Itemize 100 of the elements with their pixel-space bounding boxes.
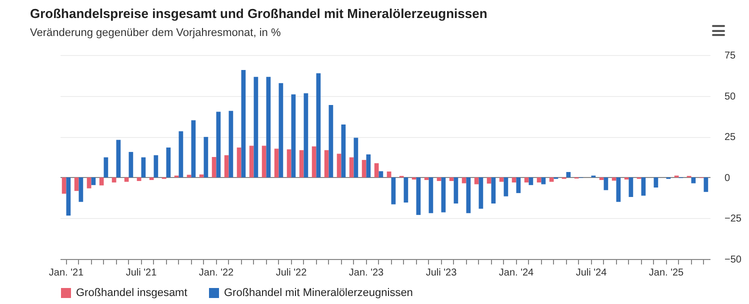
bar [462, 177, 466, 184]
bar [99, 177, 104, 186]
bar [599, 177, 604, 180]
bar [149, 177, 154, 180]
bar [424, 177, 429, 180]
bar [504, 177, 508, 196]
bar [199, 174, 204, 178]
bar [128, 152, 134, 178]
bar [304, 93, 308, 178]
x-tick-label: Juli '23 [426, 268, 458, 278]
bar [336, 154, 342, 178]
bar [486, 177, 492, 184]
bar [249, 146, 254, 178]
bar [641, 177, 646, 196]
bar [624, 177, 629, 180]
bar [74, 177, 79, 191]
chart-subtitle: Veränderung gegenüber dem Vorjahresmonat, in % [30, 27, 281, 39]
bar [291, 94, 296, 178]
bar [328, 104, 334, 178]
bar [262, 146, 266, 178]
bar [274, 148, 279, 178]
bar [491, 177, 496, 204]
x-tick-label: Jan. '24 [498, 268, 534, 278]
x-tick-label: Juli '24 [576, 268, 608, 278]
bar [204, 136, 208, 178]
bar [416, 177, 421, 215]
bar [236, 148, 242, 178]
bar [324, 150, 329, 178]
bar [104, 157, 108, 178]
bar [349, 157, 354, 178]
bar [241, 70, 246, 178]
bar [286, 149, 292, 178]
bar [112, 177, 116, 182]
bar [212, 157, 216, 178]
bar [136, 177, 142, 181]
bar [278, 83, 284, 178]
bar [362, 160, 366, 178]
bar [386, 172, 392, 178]
bar [254, 76, 258, 178]
y-tick-label: 25 [724, 132, 736, 144]
x-tick-label: Jan. '25 [648, 268, 684, 278]
chart-title: Großhandelspreise insgesamt und Großhandel mit Mineralölerzeugnissen [30, 6, 488, 21]
bar [66, 177, 71, 216]
bar [499, 177, 504, 182]
bar [341, 124, 346, 178]
bar [478, 177, 484, 209]
x-tick-label: Jan. '22 [198, 268, 234, 278]
bar [78, 177, 84, 202]
bar [691, 177, 696, 184]
bar [224, 155, 229, 178]
bar [566, 172, 571, 178]
bar [528, 177, 534, 186]
bar [312, 146, 316, 178]
bar [616, 177, 621, 202]
bar [299, 150, 304, 178]
bar [86, 177, 92, 188]
bar [124, 177, 129, 182]
bar [704, 177, 708, 192]
y-tick-label: −50 [724, 254, 742, 266]
bar [374, 163, 379, 178]
y-tick-label: 0 [724, 172, 730, 184]
bar [654, 177, 658, 188]
bar [466, 177, 471, 214]
bar [612, 177, 616, 181]
bar [366, 154, 371, 178]
bar [141, 157, 146, 178]
bar [316, 73, 321, 178]
bar [116, 140, 121, 178]
bar [549, 177, 554, 182]
bar [516, 177, 521, 194]
bar [378, 171, 384, 178]
bar [541, 177, 546, 184]
bar [404, 177, 408, 203]
bar [178, 131, 184, 178]
bar [191, 120, 196, 178]
bar [91, 177, 96, 186]
bar [628, 177, 634, 197]
x-tick-label: Jan. '23 [348, 268, 384, 278]
bar [412, 177, 416, 180]
legend-label: Großhandel insgesamt [76, 287, 188, 299]
bar [512, 177, 516, 182]
bar [216, 112, 221, 178]
bar [474, 177, 479, 184]
bar [266, 76, 271, 178]
bar [436, 177, 442, 181]
bar [154, 155, 158, 178]
bar [604, 177, 608, 190]
bar [354, 138, 358, 178]
bar [166, 148, 171, 178]
bar [536, 177, 542, 182]
bar [391, 177, 396, 204]
bar [449, 177, 454, 181]
bar [441, 177, 446, 212]
x-tick-label: Juli '21 [126, 268, 158, 278]
y-tick-label: 75 [724, 50, 736, 62]
bar [428, 177, 434, 214]
bar [228, 110, 234, 178]
bar [454, 177, 458, 204]
bar [62, 177, 66, 194]
y-tick-label: −25 [724, 214, 742, 225]
